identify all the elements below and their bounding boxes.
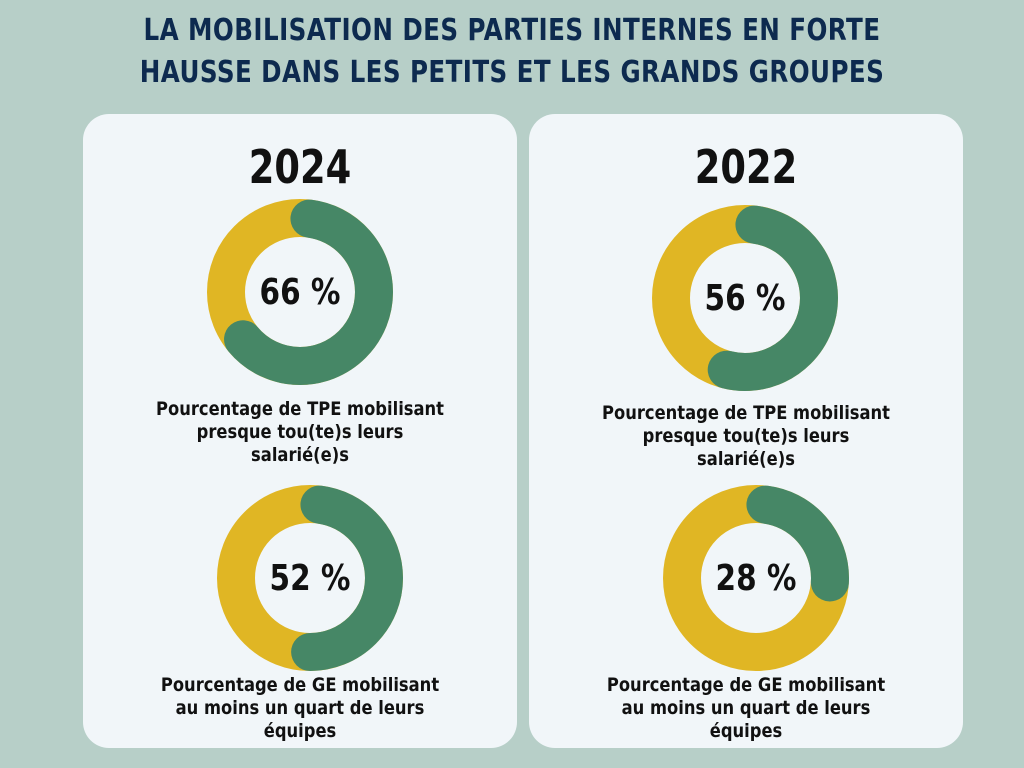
caption-ge-2022: Pourcentage de GE mobilisant au moins un… <box>591 674 901 743</box>
donut-value-slice <box>663 485 849 671</box>
donut-svg-tpe-2024 <box>207 199 393 385</box>
donut-tpe-2024: 66 % <box>206 198 394 386</box>
caption-line: Pourcentage de GE mobilisant <box>606 674 886 696</box>
donut-ge-2022: 28 % <box>662 484 850 672</box>
donut-value-slice <box>207 199 393 385</box>
donut-value-tpe-2024: 66 % <box>259 271 341 313</box>
donut-value-ge-2024: 52 % <box>269 557 351 599</box>
year-heading-2022: 2022 <box>694 140 798 194</box>
page-title: LA MOBILISATION DES PARTIES INTERNES EN … <box>92 10 932 94</box>
caption-line: Pourcentage de GE mobilisant <box>160 674 440 696</box>
caption-line: salarié(e)s <box>251 444 349 466</box>
caption-line: presque tou(te)s leurs <box>642 425 850 447</box>
donut-value-slice <box>217 485 403 671</box>
donut-value-slice <box>652 205 838 391</box>
year-heading-2024: 2024 <box>248 140 352 194</box>
donut-value-ge-2022: 28 % <box>715 557 797 599</box>
caption-line: équipes <box>709 720 783 742</box>
title-line-2: HAUSSE DANS LES PETITS ET LES GRANDS GRO… <box>139 55 885 90</box>
title-line-1: LA MOBILISATION DES PARTIES INTERNES EN … <box>143 13 881 48</box>
caption-line: au moins un quart de leurs <box>175 697 425 719</box>
donut-ge-2024: 52 % <box>216 484 404 672</box>
donut-value-tpe-2022: 56 % <box>704 277 786 319</box>
caption-line: salarié(e)s <box>697 448 795 470</box>
caption-tpe-2022: Pourcentage de TPE mobilisant presque to… <box>591 402 901 471</box>
donut-tpe-2022: 56 % <box>651 204 839 392</box>
donut-svg-ge-2024 <box>217 485 403 671</box>
caption-line: équipes <box>263 720 337 742</box>
donut-svg-tpe-2022 <box>652 205 838 391</box>
panel-2024: 2024 66 % Pourcentage de TPE mobilisant … <box>83 114 517 748</box>
donut-svg-ge-2022 <box>663 485 849 671</box>
caption-ge-2024: Pourcentage de GE mobilisant au moins un… <box>145 674 455 743</box>
caption-tpe-2024: Pourcentage de TPE mobilisant presque to… <box>145 398 455 467</box>
caption-line: presque tou(te)s leurs <box>196 421 404 443</box>
caption-line: au moins un quart de leurs <box>621 697 871 719</box>
caption-line: Pourcentage de TPE mobilisant <box>156 398 444 420</box>
panel-2022: 2022 56 % Pourcentage de TPE mobilisant … <box>529 114 963 748</box>
caption-line: Pourcentage de TPE mobilisant <box>602 402 890 424</box>
